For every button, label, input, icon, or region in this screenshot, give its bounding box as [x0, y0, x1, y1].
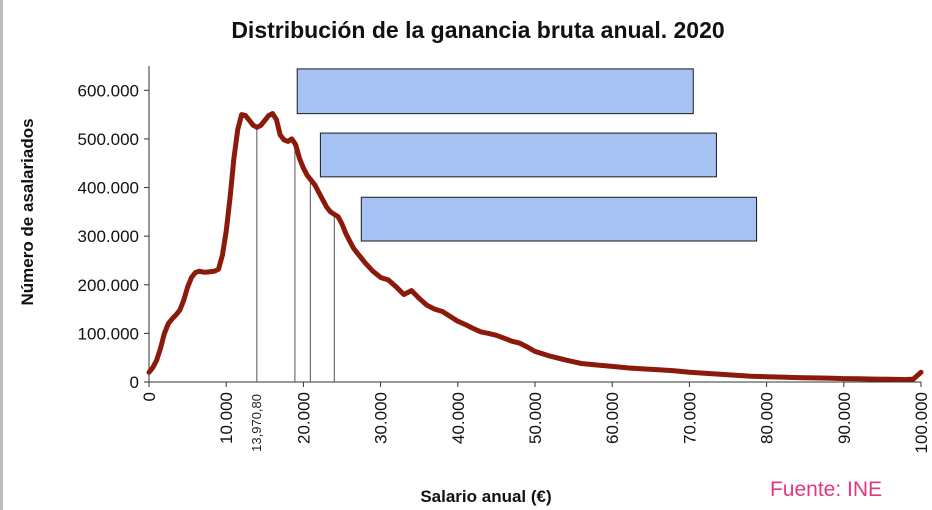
x-tick-label: 90.000	[835, 392, 854, 444]
x-tick-label: 60.000	[603, 392, 622, 444]
x-tick-label: 80.000	[758, 392, 777, 444]
source-label: Fuente: INE	[770, 478, 882, 501]
annotation-box-3	[360, 196, 758, 242]
chart-title: Distribución de la ganancia bruta anual.…	[231, 17, 724, 43]
x-axis-label: Salario anual (€)	[420, 487, 551, 506]
x-tick-label: 40.000	[449, 392, 468, 444]
x-tick-label: 100.000	[912, 392, 931, 453]
left-window-edge	[0, 0, 3, 510]
y-tick-label: 300.000	[78, 227, 139, 246]
y-tick-label: 0	[130, 373, 139, 392]
x-tick-label: 30.000	[372, 392, 391, 444]
highlight-value-label: 13,970,80	[249, 394, 264, 452]
annotation-box-1	[296, 68, 694, 115]
x-tick-label: 50.000	[526, 392, 545, 444]
y-axis-label: Número de asalariados	[18, 118, 37, 305]
y-tick-label: 500.000	[78, 130, 139, 149]
x-tick-label: 0	[140, 392, 159, 401]
x-tick-label: 10.000	[217, 392, 236, 444]
x-tick-label: 20.000	[294, 392, 313, 444]
x-tick-label: 70.000	[680, 392, 699, 444]
annotation-box-2	[319, 132, 717, 178]
y-tick-label: 200.000	[78, 276, 139, 295]
plot-area: 0 100.000 200.000 300.000 400.000 500.000 600.…	[78, 66, 931, 453]
y-tick-label: 100.000	[78, 324, 139, 343]
series-line-asalariados	[146, 111, 924, 383]
y-tick-label: 600.000	[78, 81, 139, 100]
y-tick-label: 400.000	[78, 179, 139, 198]
